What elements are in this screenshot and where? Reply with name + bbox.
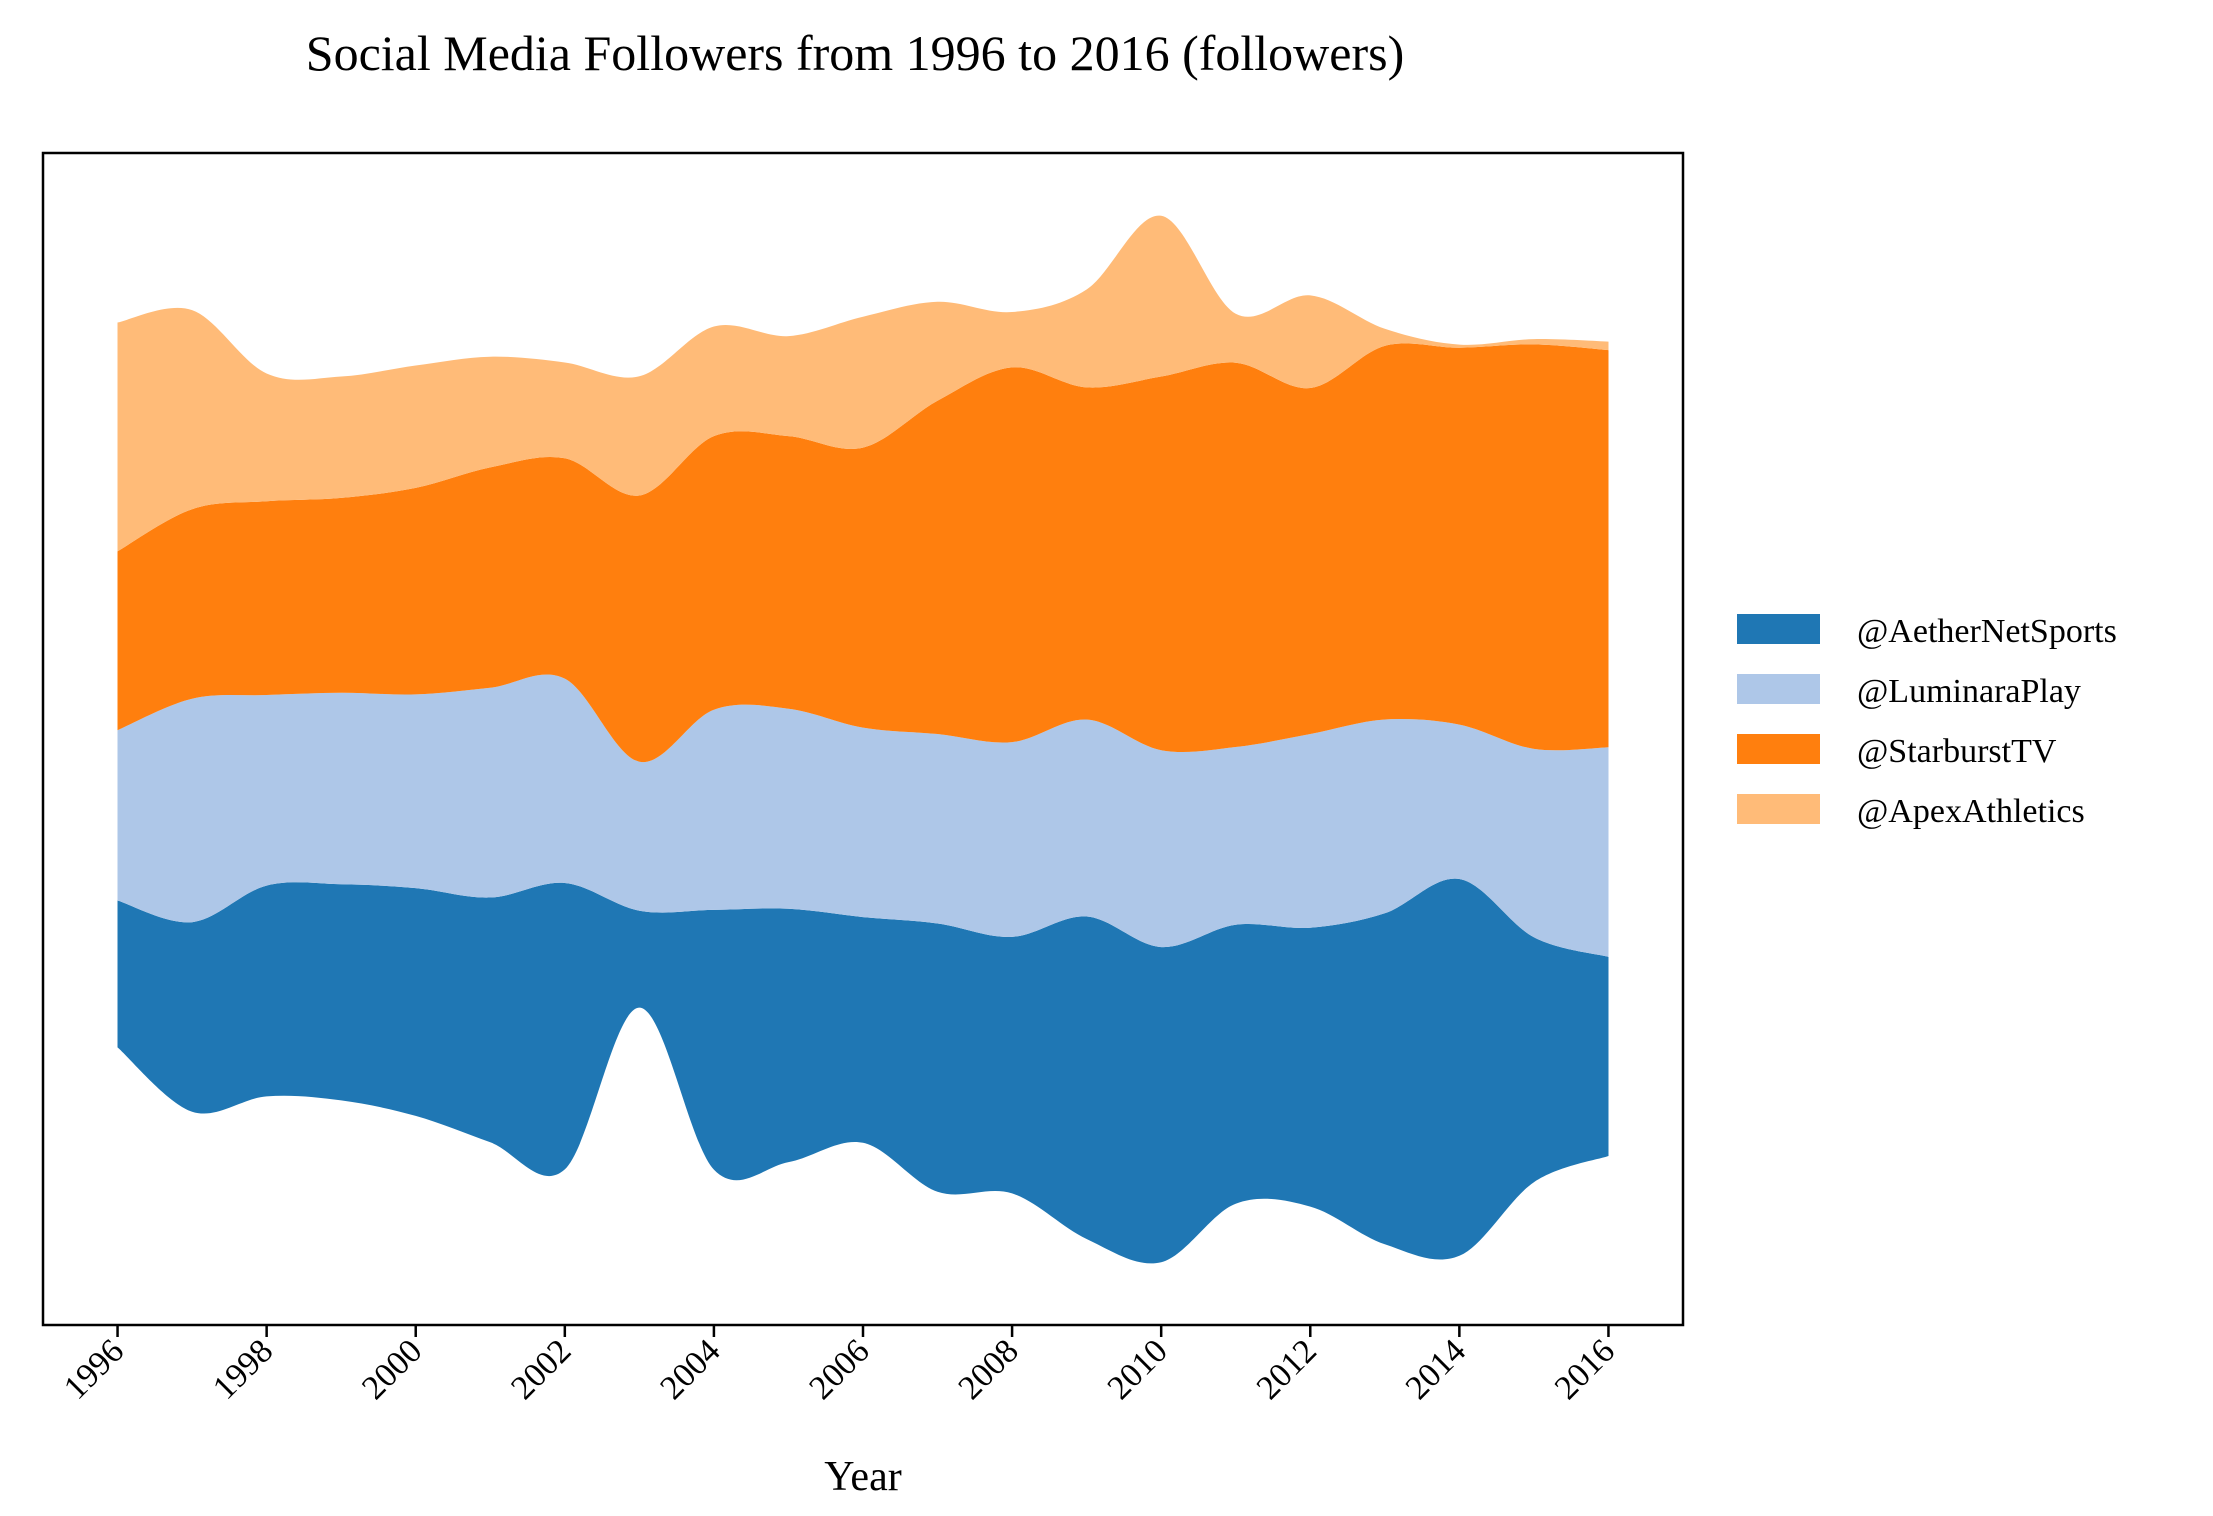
x-tick-label-2006: 2006	[802, 1332, 876, 1406]
series-area-luminaraplay	[117, 674, 1609, 957]
x-tick-label-2014: 2014	[1399, 1332, 1473, 1406]
legend-label-apexathletics: @ApexAthletics	[1857, 793, 2085, 830]
series-area-starbursttv	[117, 343, 1609, 763]
x-tick-label-2010: 2010	[1101, 1332, 1175, 1406]
legend-swatch-aethernetsports	[1737, 614, 1820, 644]
x-tick-label-1998: 1998	[206, 1332, 280, 1406]
x-tick-label-1996: 1996	[57, 1332, 131, 1406]
x-tick-label-2002: 2002	[504, 1332, 578, 1406]
chart-title: Social Media Followers from 1996 to 2016…	[306, 25, 1404, 81]
x-axis-label: Year	[824, 1454, 901, 1500]
series-area-apexathletics	[117, 215, 1609, 552]
legend-swatch-apexathletics	[1737, 794, 1820, 824]
x-tick-label-2000: 2000	[355, 1332, 429, 1406]
x-axis: 1996 1998 2000 2002 2004 2006 2008 2010 2012 2014…	[57, 1325, 1622, 1407]
legend: @AetherNetSports @LuminaraPlay @StarburstT…	[1737, 613, 2117, 830]
series-area-aethernetsports	[117, 878, 1609, 1264]
legend-swatch-luminaraplay	[1737, 674, 1820, 704]
x-tick-label-2012: 2012	[1250, 1332, 1324, 1406]
plot-area	[117, 215, 1609, 1264]
x-tick-label-2008: 2008	[952, 1332, 1026, 1406]
x-tick-label-2004: 2004	[653, 1332, 727, 1406]
legend-label-starbursttv: @StarburstTV	[1857, 733, 2057, 770]
legend-swatch-starbursttv	[1737, 734, 1820, 764]
legend-label-luminaraplay: @LuminaraPlay	[1857, 673, 2081, 710]
x-tick-label-2016: 2016	[1548, 1332, 1622, 1406]
legend-label-aethernetsports: @AetherNetSports	[1857, 613, 2117, 650]
